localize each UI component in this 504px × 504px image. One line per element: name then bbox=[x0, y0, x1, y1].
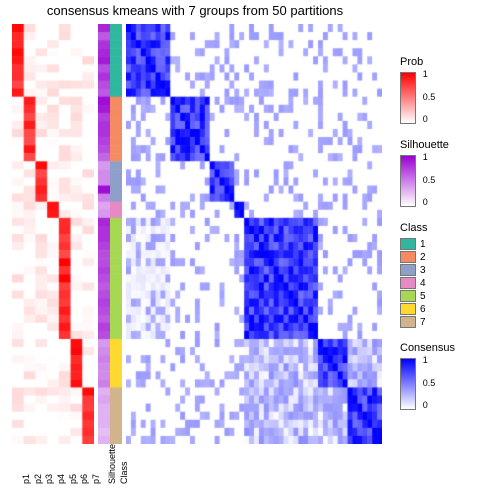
legend-class-swatch bbox=[400, 303, 416, 315]
x-label: p6 bbox=[79, 474, 89, 484]
x-label: p3 bbox=[44, 474, 54, 484]
x-label: p2 bbox=[33, 474, 43, 484]
legend-class-swatch bbox=[400, 316, 416, 328]
plot-title: consensus kmeans with 7 groups from 50 p… bbox=[0, 3, 390, 18]
legend-class-item: 6 bbox=[400, 303, 500, 315]
legend-class-swatch bbox=[400, 277, 416, 289]
legends: Prob 10.50 Silhouette 10.50 Class 123456… bbox=[400, 56, 500, 425]
x-label: Class bbox=[119, 461, 129, 484]
legend-silhouette: Silhouette 10.50 bbox=[400, 139, 500, 208]
legend-prob: Prob 10.50 bbox=[400, 56, 500, 125]
silhouette-annotation bbox=[98, 24, 110, 444]
heatmap-main bbox=[12, 24, 382, 444]
legend-class-swatch bbox=[400, 264, 416, 276]
legend-class-swatch bbox=[400, 290, 416, 302]
x-label: p4 bbox=[56, 474, 66, 484]
legend-sil-title: Silhouette bbox=[400, 139, 500, 151]
prob-annotation bbox=[12, 24, 94, 444]
x-label: Silhouette bbox=[107, 444, 117, 484]
legend-cons-gradient bbox=[400, 358, 416, 410]
legend-class-item: 2 bbox=[400, 251, 500, 263]
x-label: p5 bbox=[68, 474, 78, 484]
legend-sil-gradient bbox=[400, 155, 416, 207]
legend-class: Class 1234567 bbox=[400, 222, 500, 328]
x-label: p7 bbox=[91, 474, 101, 484]
legend-class-item: 7 bbox=[400, 316, 500, 328]
legend-class-item: 5 bbox=[400, 290, 500, 302]
legend-class-swatch bbox=[400, 251, 416, 263]
legend-class-item: 3 bbox=[400, 264, 500, 276]
legend-class-title: Class bbox=[400, 222, 500, 234]
consensus-heatmap bbox=[126, 24, 382, 444]
legend-class-item: 4 bbox=[400, 277, 500, 289]
legend-prob-title: Prob bbox=[400, 56, 500, 68]
legend-consensus: Consensus 10.50 bbox=[400, 342, 500, 411]
class-annotation bbox=[110, 24, 122, 444]
legend-prob-gradient bbox=[400, 72, 416, 124]
legend-class-item: 1 bbox=[400, 238, 500, 250]
legend-cons-title: Consensus bbox=[400, 342, 500, 354]
legend-class-swatch bbox=[400, 238, 416, 250]
x-label: p1 bbox=[21, 474, 31, 484]
